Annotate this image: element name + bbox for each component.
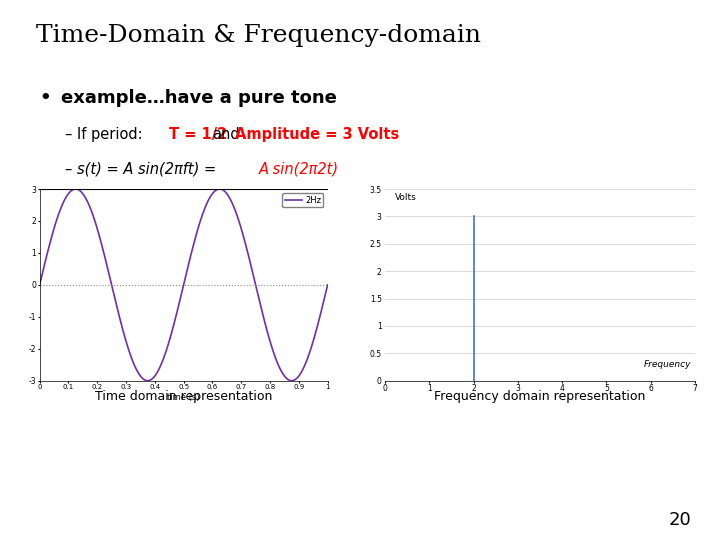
2Hz: [168, 328, 176, 334]
Text: and: and: [212, 127, 240, 142]
Text: •: •: [40, 89, 51, 107]
Text: Frequency: Frequency: [644, 360, 692, 369]
2Hz: [50, 224, 58, 231]
2Hz: [323, 282, 332, 288]
2Hz: [71, 186, 80, 192]
Legend: 2Hz: 2Hz: [282, 193, 323, 207]
Text: example…have a pure tone: example…have a pure tone: [61, 89, 337, 107]
Text: Amplitude = 3 Volts: Amplitude = 3 Volts: [235, 127, 400, 142]
2Hz: [262, 326, 271, 332]
Line: 2Hz: 2Hz: [40, 189, 328, 381]
Text: Time-Domain & Frequency-domain: Time-Domain & Frequency-domain: [36, 24, 481, 48]
Text: A sin(2π2t): A sin(2π2t): [259, 162, 339, 177]
2Hz: [315, 315, 324, 322]
2Hz: [35, 282, 44, 288]
Text: Volts: Volts: [395, 193, 416, 202]
Text: – If period:: – If period:: [65, 127, 147, 142]
2Hz: [176, 298, 184, 304]
2Hz: [287, 377, 296, 384]
Text: T = 1/2: T = 1/2: [169, 127, 228, 142]
Text: Time domain representation: Time domain representation: [95, 390, 272, 403]
Text: 20: 20: [668, 511, 691, 529]
X-axis label: time (s): time (s): [167, 393, 200, 402]
Text: – s(t) = A sin(2πft) =: – s(t) = A sin(2πft) =: [65, 162, 216, 177]
2Hz: [315, 315, 324, 321]
Text: Frequency domain representation: Frequency domain representation: [434, 390, 646, 403]
